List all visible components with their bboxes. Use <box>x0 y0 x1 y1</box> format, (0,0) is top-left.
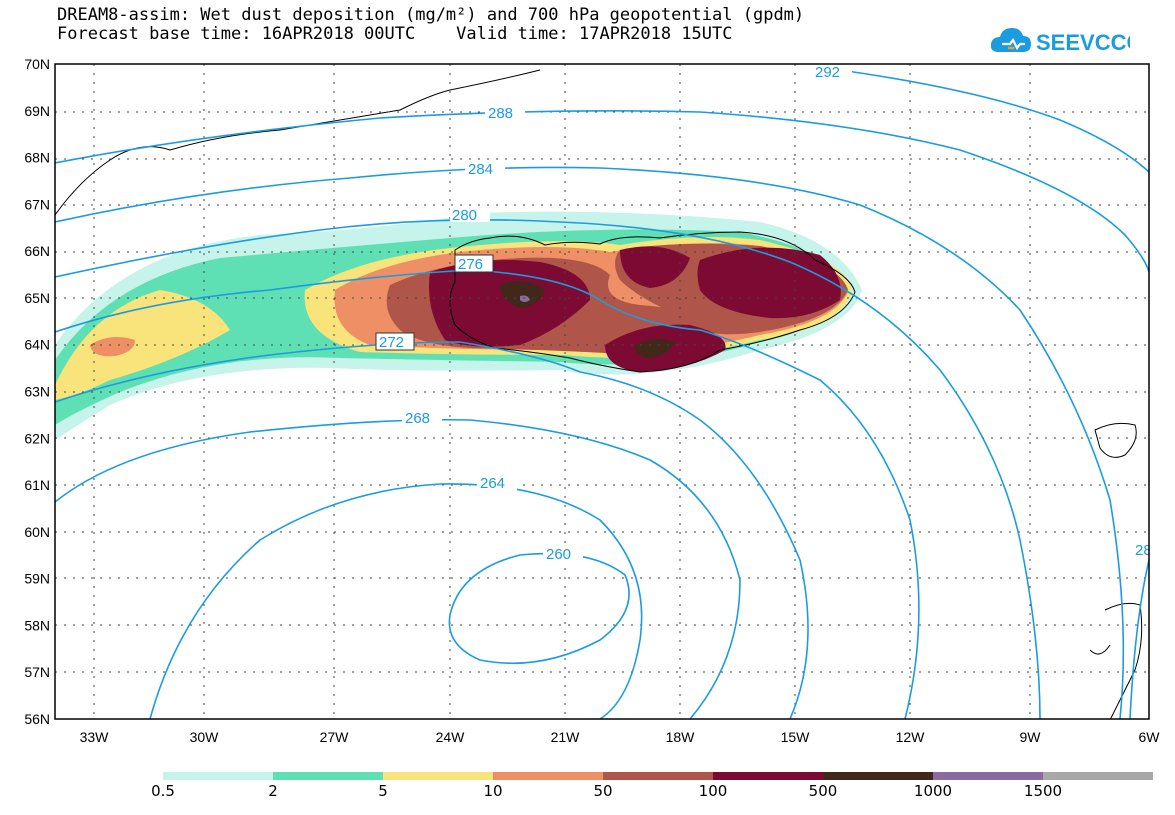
colorbar-label: 1000 <box>913 782 953 800</box>
lat-tick-label: 60N <box>24 524 50 540</box>
colorbar-label: 10 <box>483 782 503 800</box>
lon-tick-label: 6W <box>1139 729 1161 745</box>
colorbar-label: 500 <box>808 782 838 800</box>
contour-label-276: 276 <box>458 256 483 273</box>
latitude-labels: 70N 69N 68N 67N 66N 65N 64N 63N 62N 61N 60N 59N 58N 5… <box>24 56 50 727</box>
lat-tick-label: 65N <box>24 290 50 306</box>
lat-tick-label: 70N <box>24 56 50 72</box>
lon-tick-label: 18W <box>666 729 696 745</box>
title-line-1: DREAM8-assim: Wet dust deposition (mg/m²… <box>57 5 805 25</box>
lon-tick-label: 33W <box>80 729 110 745</box>
longitude-labels: 33W 30W 27W 24W 21W 18W 15W 12W 9W 6W <box>80 729 1161 745</box>
lon-tick-label: 9W <box>1020 729 1042 745</box>
seevccc-logo: SEEVCCC <box>990 28 1130 55</box>
title-line-2: Forecast base time: 16APR2018 00UTC Vali… <box>57 24 733 44</box>
colorbar-segment <box>493 772 603 780</box>
lon-tick-label: 30W <box>190 729 220 745</box>
colorbar-label: 50 <box>593 782 613 800</box>
colorbar-label: 2 <box>268 782 278 800</box>
geopotential-contours <box>55 69 1149 719</box>
contour-labels: 292 288 284 280 276 272 268 264 260 28 <box>375 64 1152 563</box>
colorbar-label: 100 <box>698 782 728 800</box>
contour-label-268: 268 <box>405 410 430 427</box>
lat-tick-label: 66N <box>24 243 50 259</box>
colorbar-segment <box>163 772 273 780</box>
cloud-icon <box>990 28 1031 52</box>
contour-label-264: 264 <box>480 475 505 492</box>
lon-tick-label: 21W <box>551 729 581 745</box>
contour-label-272: 272 <box>379 334 404 351</box>
lat-tick-label: 68N <box>24 150 50 166</box>
colorbar-segment <box>603 772 713 780</box>
map-area: 292 288 284 280 276 272 268 264 260 28 <box>55 64 1152 719</box>
lon-tick-label: 27W <box>320 729 350 745</box>
colorbar-segment <box>713 772 823 780</box>
lat-tick-label: 59N <box>24 571 50 587</box>
colorbar <box>163 772 1153 780</box>
lat-tick-label: 56N <box>24 711 50 727</box>
colorbar-segment <box>933 772 1043 780</box>
lat-tick-label: 69N <box>24 103 50 119</box>
lat-tick-label: 63N <box>24 384 50 400</box>
lat-tick-label: 61N <box>24 477 50 493</box>
colorbar-segment <box>1043 772 1153 780</box>
contour-label-280: 280 <box>452 207 477 224</box>
lon-tick-label: 12W <box>896 729 926 745</box>
lat-tick-label: 57N <box>24 664 50 680</box>
contour-label-288: 288 <box>488 105 513 122</box>
contour-label-292: 292 <box>815 64 840 81</box>
lat-tick-label: 58N <box>24 617 50 633</box>
lat-tick-label: 67N <box>24 196 50 212</box>
colorbar-label: 1500 <box>1023 782 1063 800</box>
lon-tick-label: 15W <box>781 729 811 745</box>
colorbar-label: 5 <box>378 782 388 800</box>
colorbar-label: 0.5 <box>151 782 175 800</box>
lon-tick-label: 24W <box>436 729 466 745</box>
colorbar-segment <box>383 772 493 780</box>
contour-label-284: 284 <box>468 161 493 178</box>
colorbar-segment <box>823 772 933 780</box>
contour-label-edge: 28 <box>1135 542 1152 559</box>
map-frame <box>54 63 1150 720</box>
logo-text: SEEVCCC <box>1036 30 1130 55</box>
lat-tick-label: 62N <box>24 430 50 446</box>
colorbar-segment <box>273 772 383 780</box>
lat-tick-label: 64N <box>24 337 50 353</box>
contour-label-260: 260 <box>546 546 571 563</box>
